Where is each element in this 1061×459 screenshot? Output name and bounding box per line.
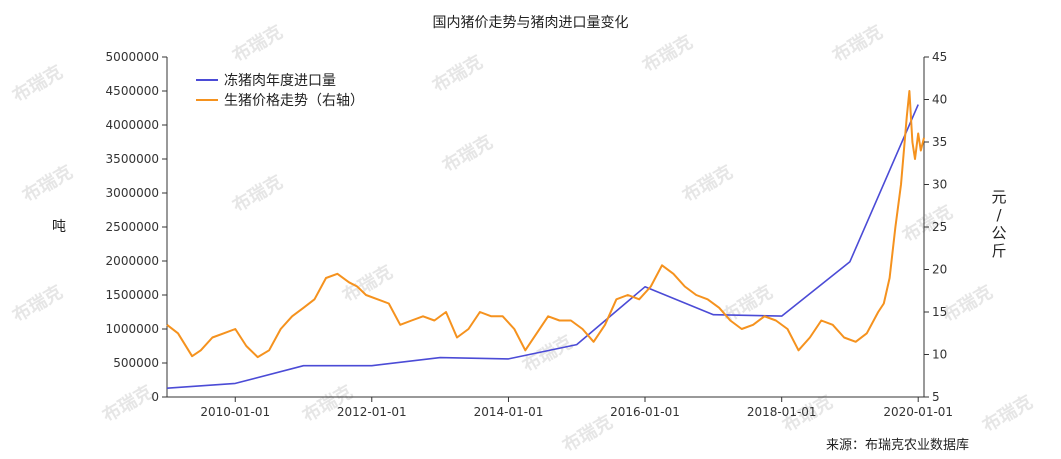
legend-label-price: 生猪价格走势（右轴） — [224, 93, 364, 109]
series-layer — [166, 90, 925, 389]
y-right-tick-label: 20 — [932, 263, 947, 277]
series-line-price — [166, 90, 925, 359]
y-left-tick-label: 4000000 — [106, 118, 159, 132]
legend-label-import: 冻猪肉年度进口量 — [224, 73, 336, 89]
legend-swatch-import — [196, 79, 218, 81]
y-right-tick-label: 40 — [932, 93, 947, 107]
x-tick-label: 2012-01-01 — [337, 405, 407, 419]
x-tick-label: 2010-01-01 — [200, 405, 270, 419]
y-right-tick-label: 35 — [932, 135, 947, 149]
y-axis-right-label-char: 公 — [991, 224, 1007, 242]
y-left-tick-label: 1000000 — [106, 322, 159, 336]
y-left-tick-label: 3500000 — [106, 152, 159, 166]
y-left-tick-label: 500000 — [113, 356, 159, 370]
y-left-tick-label: 0 — [151, 390, 159, 404]
y-right-tick-label: 15 — [932, 305, 947, 319]
y-right-tick-label: 30 — [932, 178, 947, 192]
x-tick-label: 2020-01-01 — [883, 405, 953, 419]
x-tick-label: 2018-01-01 — [747, 405, 817, 419]
y-right-tick-label: 10 — [932, 348, 947, 362]
y-right-tick-label: 5 — [932, 390, 940, 404]
y-left-tick-label: 5000000 — [106, 50, 159, 64]
y-left-tick-label: 2000000 — [106, 254, 159, 268]
y-axis-right-label: 元 / 公 斤 — [988, 188, 1010, 260]
y-axis-right-label-char: 元 — [991, 188, 1007, 206]
chart-axes: 0 500000 1000000 1500000 2000000 2500000 30000… — [106, 50, 954, 419]
y-right-tick-label: 45 — [932, 50, 947, 64]
chart-title: 国内猪价走势与猪肉进口量变化 — [432, 15, 629, 31]
y-left-tick-label: 1500000 — [106, 288, 159, 302]
chart-source: 来源：布瑞克农业数据库 — [825, 438, 969, 453]
x-tick-label: 2016-01-01 — [610, 405, 680, 419]
y-axis-right-label-char: / — [996, 206, 1002, 224]
legend-swatch-price — [196, 99, 218, 101]
y-axis-left-label: 吨 — [52, 219, 66, 235]
y-left-tick-label: 2500000 — [106, 220, 159, 234]
legend-item-import: 冻猪肉年度进口量 — [196, 70, 364, 90]
y-axis-right-label-char: 斤 — [991, 242, 1007, 260]
x-tick-label: 2014-01-01 — [474, 405, 544, 419]
legend-item-price: 生猪价格走势（右轴） — [196, 90, 364, 110]
y-left-tick-label: 4500000 — [106, 84, 159, 98]
series-line-import — [166, 104, 919, 389]
y-right-tick-label: 25 — [932, 220, 947, 234]
y-left-tick-label: 3000000 — [106, 186, 159, 200]
chart-legend: 冻猪肉年度进口量 生猪价格走势（右轴） — [196, 70, 364, 110]
